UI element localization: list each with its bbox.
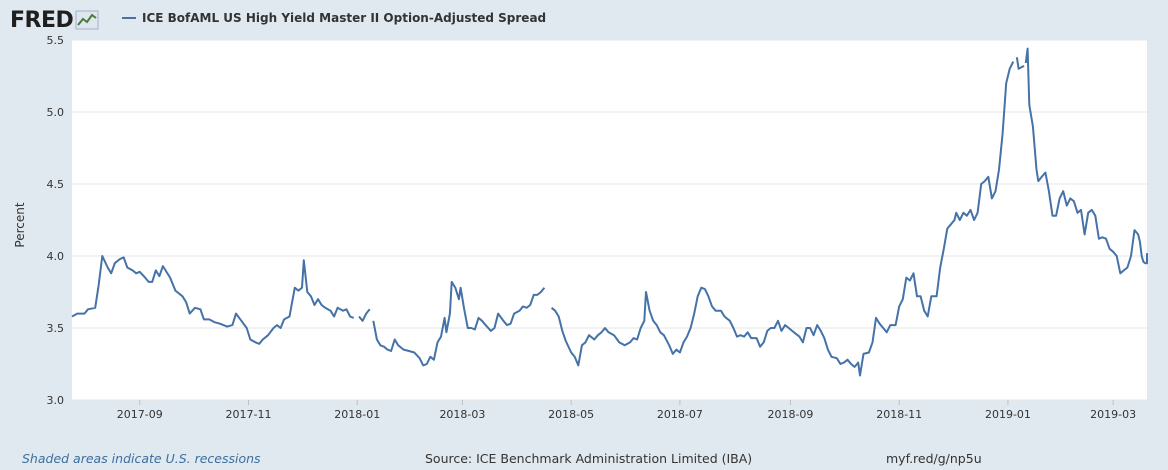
series-line-segment[interactable] <box>550 61 1015 377</box>
fred-chart-icon <box>75 10 99 30</box>
x-tick-label: 2019-03 <box>1090 408 1136 421</box>
y-tick-label: 3.0 <box>47 394 65 407</box>
y-tick-label: 5.5 <box>47 34 65 47</box>
series-line-segment[interactable] <box>1015 57 1025 70</box>
fred-logo[interactable]: FRED <box>10 6 99 34</box>
x-tick-label: 2017-11 <box>226 408 272 421</box>
y-tick-label: 3.5 <box>47 322 65 335</box>
x-tick-label: 2018-03 <box>439 408 485 421</box>
chart-header: FRED ICE BofAML US High Yield Master II … <box>0 0 1168 40</box>
x-axis: 2017-09 2017-11 2018-01 2018-03 2018-05 2018-… <box>117 400 1136 421</box>
x-tick-label: 2018-05 <box>548 408 594 421</box>
series-legend[interactable]: ICE BofAML US High Yield Master II Optio… <box>122 11 546 25</box>
x-tick-label: 2018-09 <box>767 408 813 421</box>
x-tick-label: 2018-01 <box>334 408 380 421</box>
series-line-segment[interactable] <box>372 280 546 367</box>
y-tick-label: 5.0 <box>47 106 65 119</box>
series-line-segment[interactable] <box>358 308 371 322</box>
recessions-note[interactable]: Shaded areas indicate U.S. recessions <box>22 451 261 466</box>
series-lines <box>71 47 1148 377</box>
short-url[interactable]: myf.red/g/np5u <box>886 451 982 466</box>
series-line-segment[interactable] <box>1024 47 1148 275</box>
series-title: ICE BofAML US High Yield Master II Optio… <box>142 11 547 25</box>
y-axis-label: Percent <box>13 202 27 247</box>
plot-area <box>72 40 1147 400</box>
source-note: Source: ICE Benchmark Administration Lim… <box>425 451 753 466</box>
y-tick-label: 4.0 <box>47 250 65 263</box>
x-tick-label: 2019-01 <box>985 408 1031 421</box>
x-tick-label: 2018-11 <box>876 408 922 421</box>
gridlines <box>72 39 1147 401</box>
legend-line-swatch <box>122 17 136 19</box>
x-tick-label: 2018-07 <box>657 408 703 421</box>
y-tick-label: 4.5 <box>47 178 65 191</box>
y-axis: 3.0 3.5 4.0 4.5 5.0 5.5 <box>47 34 65 407</box>
series-line-segment[interactable] <box>71 255 355 345</box>
fred-logo-text: FRED <box>10 7 74 33</box>
x-tick-label: 2017-09 <box>117 408 163 421</box>
